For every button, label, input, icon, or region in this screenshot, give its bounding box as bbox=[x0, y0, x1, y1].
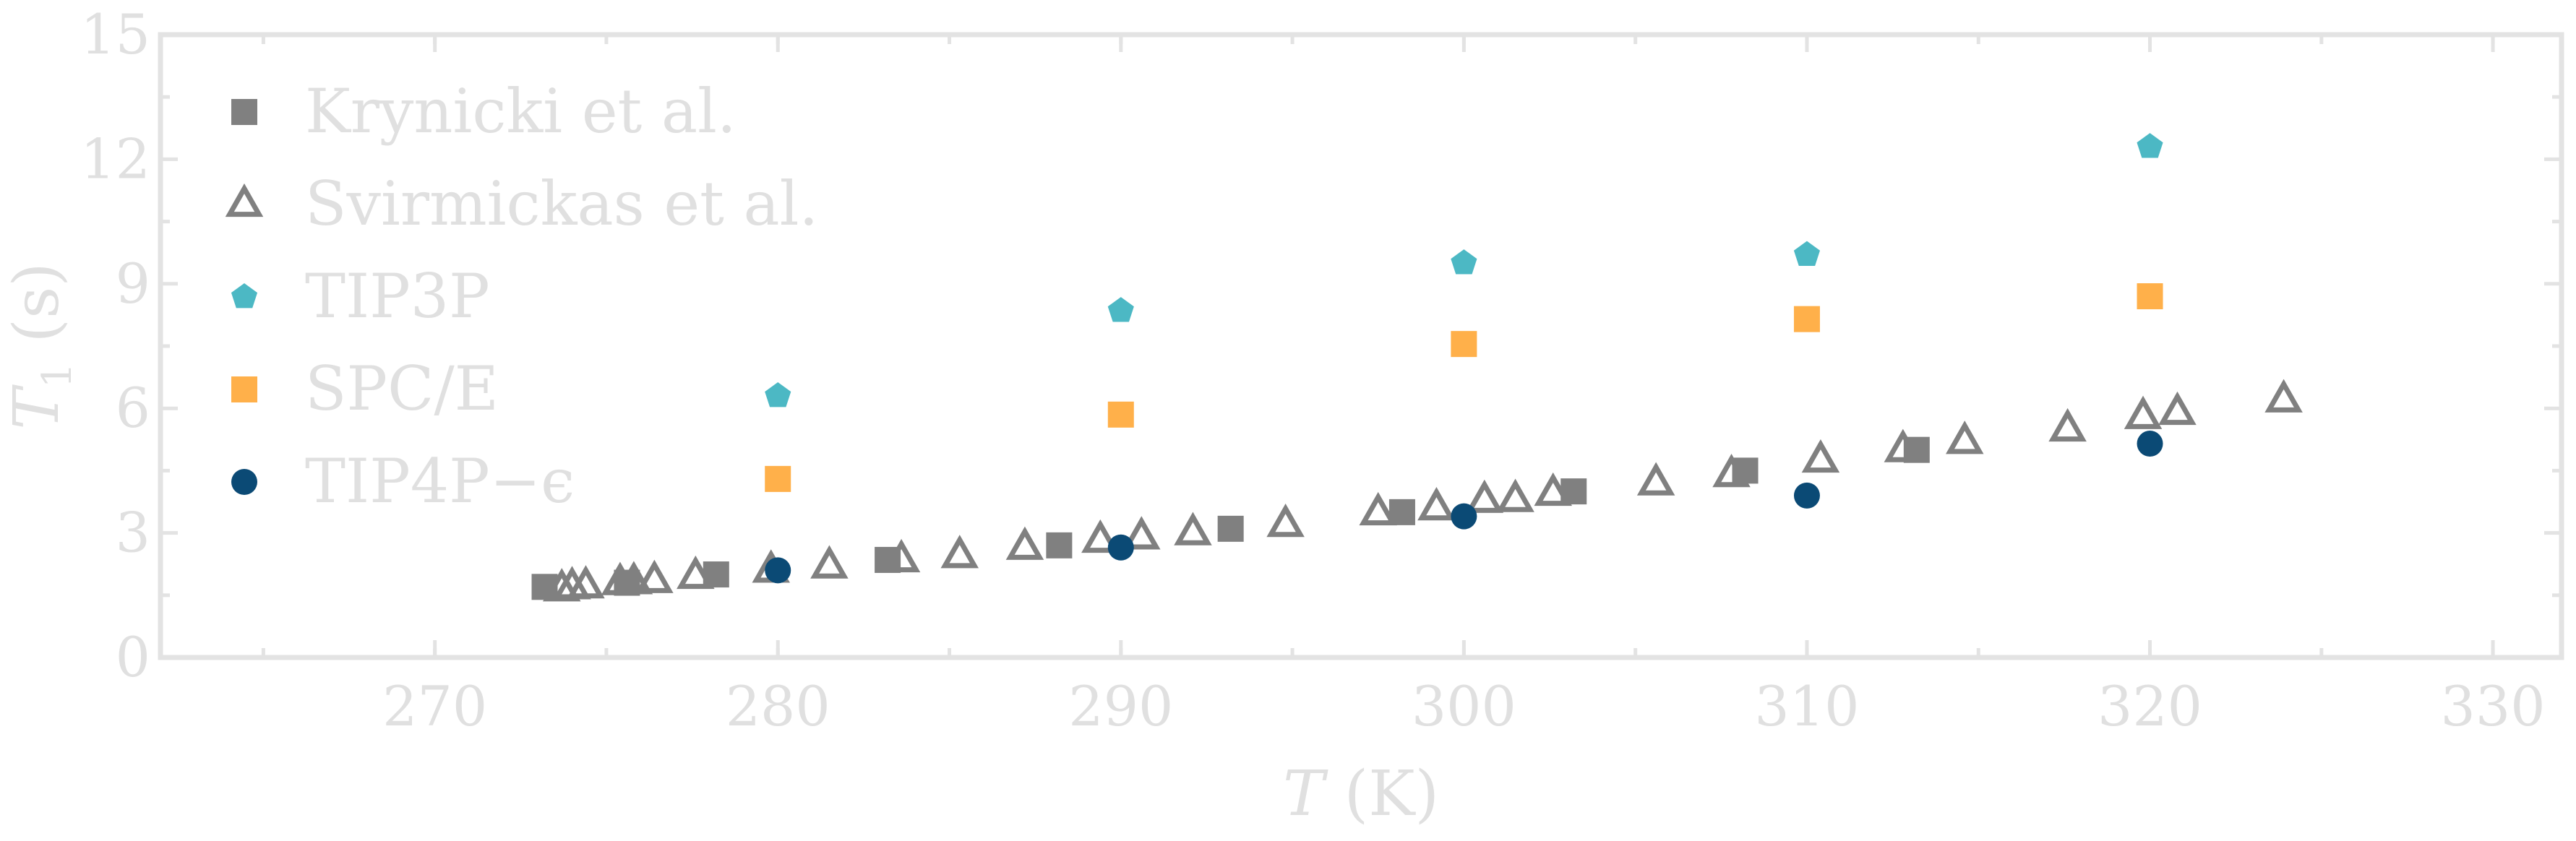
data-point bbox=[1465, 479, 1504, 513]
data-point bbox=[1107, 401, 1134, 428]
legend-label: SPC/E bbox=[305, 353, 499, 424]
data-point bbox=[1046, 532, 1073, 558]
data-point bbox=[1945, 420, 1984, 454]
legend-item: TIP3P bbox=[231, 261, 490, 332]
series-2 bbox=[765, 133, 2163, 407]
data-point bbox=[765, 557, 791, 584]
legend-label: Svirmickas et al. bbox=[305, 168, 818, 239]
y-axis-label: T1 (s) bbox=[1, 262, 81, 430]
x-tick-label: 330 bbox=[2441, 674, 2546, 738]
data-point bbox=[2137, 133, 2163, 158]
y-axis-label-subscript: 1 bbox=[34, 363, 81, 389]
data-point bbox=[1793, 306, 1820, 332]
data-point bbox=[1451, 249, 1477, 275]
y-tick-label: 12 bbox=[80, 126, 150, 191]
data-point bbox=[1712, 454, 1751, 488]
data-point bbox=[1793, 241, 1821, 266]
legend-marker bbox=[231, 469, 257, 495]
legend: Krynicki et al. Svirmickas et al. TIP3P SPC… bbox=[225, 76, 818, 517]
legend-item: Svirmickas et al. bbox=[225, 168, 818, 239]
x-tick-label: 310 bbox=[1754, 674, 1859, 738]
data-point bbox=[2048, 407, 2087, 442]
data-point bbox=[1451, 503, 1477, 530]
series-3 bbox=[765, 283, 2163, 492]
x-tick-label: 270 bbox=[382, 674, 487, 738]
y-axis-label-symbol: T bbox=[1, 384, 73, 430]
y-tick-label: 6 bbox=[116, 376, 150, 440]
data-point bbox=[2264, 379, 2303, 413]
legend-item: TIP4P−ϵ bbox=[231, 446, 575, 517]
data-point bbox=[1801, 439, 1840, 473]
data-point bbox=[567, 565, 605, 599]
data-point bbox=[1107, 534, 1134, 561]
x-tick-label: 300 bbox=[1412, 674, 1516, 738]
data-point bbox=[1122, 516, 1161, 550]
data-point bbox=[2137, 283, 2163, 310]
data-point bbox=[940, 535, 979, 569]
y-tick-label: 3 bbox=[116, 501, 150, 565]
data-point bbox=[1417, 487, 1456, 521]
plot-frame bbox=[158, 32, 2564, 660]
legend-item: Krynicki et al. bbox=[231, 76, 737, 147]
data-point bbox=[810, 545, 849, 579]
legend-label: TIP4P−ϵ bbox=[305, 446, 575, 517]
series-4 bbox=[765, 431, 2163, 584]
data-point bbox=[1005, 526, 1044, 560]
y-tick-label: 0 bbox=[116, 625, 150, 689]
data-point bbox=[1793, 482, 1820, 509]
legend-item: SPC/E bbox=[231, 353, 499, 424]
series-0 bbox=[531, 436, 1930, 600]
legend-label: TIP3P bbox=[305, 261, 490, 332]
data-point bbox=[1636, 462, 1675, 496]
data-point bbox=[1174, 512, 1212, 545]
y-tick-label: 15 bbox=[80, 2, 150, 66]
legend-marker bbox=[231, 283, 258, 309]
x-tick-label: 320 bbox=[2098, 674, 2202, 738]
series-1 bbox=[542, 379, 2303, 602]
legend-label: Krynicki et al. bbox=[305, 76, 737, 147]
y-axis-label-unit: (s) bbox=[1, 262, 73, 363]
data-point bbox=[1081, 519, 1120, 553]
data-marks bbox=[531, 133, 2303, 602]
tick-labels: 270 280 290 300 310 320 330 0 3 6 9 12 15 bbox=[80, 2, 2545, 738]
data-point bbox=[1534, 472, 1573, 506]
data-point bbox=[765, 381, 791, 407]
x-tick-label: 280 bbox=[726, 674, 830, 738]
data-point bbox=[882, 538, 921, 573]
x-axis-label: T (K) bbox=[1283, 758, 1439, 830]
data-point bbox=[2137, 431, 2163, 457]
x-axis-label-unit: (K) bbox=[1324, 758, 1439, 830]
y-tick-label: 9 bbox=[116, 251, 150, 316]
data-point bbox=[1884, 428, 1923, 462]
legend-marker bbox=[225, 183, 264, 217]
legend-marker bbox=[231, 99, 257, 125]
data-point bbox=[1359, 491, 1397, 526]
data-point bbox=[614, 561, 653, 595]
data-point bbox=[2124, 395, 2163, 429]
data-point bbox=[1107, 297, 1134, 322]
data-point bbox=[1217, 515, 1244, 542]
data-point bbox=[765, 465, 791, 492]
legend-marker bbox=[231, 376, 257, 402]
x-axis-label-symbol: T bbox=[1283, 758, 1328, 830]
data-point bbox=[635, 559, 674, 593]
x-tick-label: 290 bbox=[1068, 674, 1173, 738]
data-point bbox=[677, 555, 715, 590]
data-point bbox=[1496, 478, 1534, 512]
data-point bbox=[1451, 331, 1477, 358]
data-point bbox=[2158, 391, 2197, 426]
data-point bbox=[1266, 504, 1305, 538]
